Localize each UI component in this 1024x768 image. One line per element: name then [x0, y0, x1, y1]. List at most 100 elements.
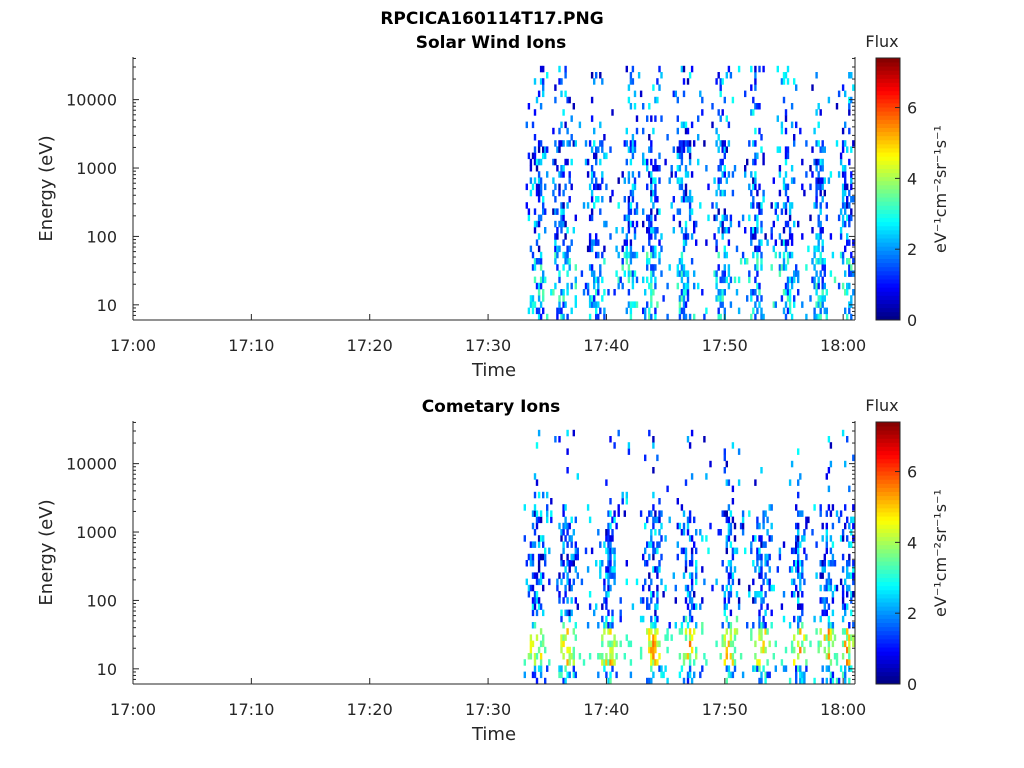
flux-pixel: [529, 541, 533, 548]
flux-pixel: [723, 227, 726, 234]
flux-pixel: [815, 628, 818, 635]
flux-pixel: [823, 597, 826, 604]
flux-pixel: [523, 535, 526, 542]
flux-pixel: [717, 227, 720, 234]
colorbar-swatch: [876, 548, 900, 554]
colorbar-swatch: [876, 532, 900, 538]
flux-pixel: [784, 665, 788, 672]
flux-pixel: [539, 158, 543, 166]
flux-pixel: [684, 227, 688, 234]
flux-pixel: [801, 183, 804, 191]
flux-pixel: [758, 282, 761, 290]
flux-pixel: [690, 473, 694, 480]
flux-pixel: [817, 121, 820, 129]
flux-pixel: [603, 152, 606, 160]
flux-pixel: [590, 301, 594, 308]
flux-pixel: [527, 307, 531, 315]
flux-pixel: [786, 258, 790, 265]
flux-pixel: [568, 177, 571, 184]
flux-pixel: [680, 270, 684, 277]
flux-pixel: [533, 473, 537, 480]
colorbar-swatch: [876, 569, 900, 574]
flux-pixel: [819, 510, 822, 517]
flux-pixel: [654, 622, 657, 629]
flux-pixel: [672, 227, 675, 234]
flux-pixel: [582, 202, 586, 209]
flux-pixel: [644, 313, 647, 320]
flux-pixel: [686, 233, 690, 240]
flux-pixel: [554, 220, 557, 228]
flux-pixel: [788, 622, 792, 629]
flux-pixel: [570, 541, 573, 548]
flux-pixel: [605, 529, 608, 536]
flux-pixel: [790, 313, 794, 320]
flux-pixel: [695, 578, 698, 586]
colorbar-swatch: [876, 430, 900, 435]
flux-pixel: [795, 270, 798, 277]
flux-pixel: [799, 646, 802, 654]
flux-pixel: [676, 152, 679, 160]
flux-pixel: [599, 572, 602, 579]
flux-pixel: [560, 140, 563, 147]
flux-pixel: [793, 301, 796, 308]
flux-pixel: [690, 597, 694, 604]
flux-pixel: [648, 307, 651, 315]
flux-pixel: [670, 165, 673, 172]
flux-pixel: [625, 491, 628, 499]
flux-pixel: [533, 622, 537, 629]
flux-pixel: [827, 467, 831, 474]
colorbar-swatch: [876, 217, 900, 223]
colorbar-swatch: [876, 164, 900, 169]
colorbar-swatch: [876, 598, 900, 603]
flux-pixel: [566, 127, 569, 135]
flux-pixel: [623, 196, 626, 203]
flux-pixel: [790, 591, 794, 598]
flux-pixel: [680, 504, 684, 511]
flux-pixel: [539, 665, 543, 672]
flux-pixel: [684, 121, 688, 129]
flux-pixel: [676, 498, 679, 505]
flux-pixel: [601, 251, 604, 259]
flux-pixel: [811, 146, 814, 153]
flux-pixel: [537, 233, 541, 240]
flux-pixel: [829, 677, 833, 684]
flux-pixel: [560, 529, 563, 536]
flux-pixel: [578, 653, 582, 660]
flux-pixel: [693, 671, 696, 679]
flux-pixel: [652, 289, 655, 296]
flux-pixel: [715, 276, 718, 284]
flux-pixel: [758, 208, 761, 215]
flux-pixel: [827, 653, 831, 660]
flux-pixel: [844, 220, 847, 228]
flux-pixel: [852, 289, 855, 296]
colorbar-swatch: [876, 622, 900, 628]
flux-pixel: [735, 547, 739, 555]
flux-pixel: [682, 295, 686, 302]
flux-pixel: [554, 140, 557, 147]
flux-pixel: [597, 653, 600, 660]
flux-pixel: [756, 307, 759, 315]
flux-pixel: [795, 560, 798, 567]
flux-pixel: [831, 622, 835, 629]
flux-pixel: [680, 183, 684, 191]
heatmap-pixels: [525, 65, 855, 320]
flux-pixel: [829, 270, 833, 277]
flux-pixel: [844, 270, 847, 277]
flux-pixel: [546, 491, 549, 499]
flux-pixel: [682, 522, 686, 530]
flux-pixel: [719, 295, 722, 302]
flux-pixel: [817, 245, 820, 253]
flux-pixel: [719, 158, 722, 166]
flux-pixel: [790, 121, 794, 129]
flux-pixel: [750, 65, 753, 73]
flux-pixel: [527, 103, 531, 110]
colorbar-swatch: [876, 201, 900, 206]
flux-pixel: [574, 566, 577, 573]
flux-pixel: [646, 258, 649, 265]
flux-pixel: [831, 553, 835, 561]
flux-pixel: [566, 227, 569, 234]
flux-pixel: [566, 560, 569, 567]
flux-pixel: [564, 677, 567, 684]
flux-pixel: [621, 245, 624, 253]
flux-pixel: [586, 289, 590, 296]
